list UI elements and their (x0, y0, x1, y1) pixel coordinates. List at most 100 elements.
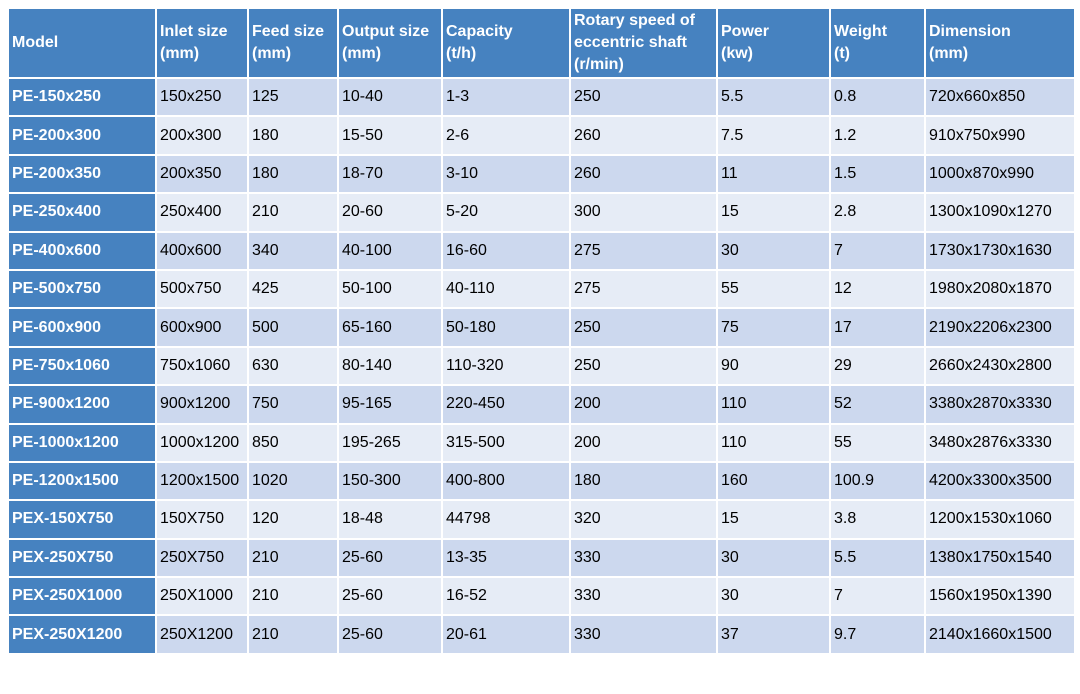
data-cell: 16-52 (441, 576, 571, 617)
model-cell: PE-600x900 (7, 307, 157, 348)
data-cell: 150-300 (337, 460, 443, 502)
header-cell: Inlet size (mm) (155, 7, 249, 79)
data-cell: 15 (716, 192, 831, 233)
table-row: PE-900x1200 900x1200 750 95-165 220-450 200 11… (7, 384, 1076, 425)
data-cell: 5-20 (441, 192, 571, 233)
model-cell: PE-1000x1200 (7, 422, 157, 463)
data-cell: 20-60 (337, 192, 443, 233)
model-cell: PE-150x250 (7, 76, 157, 118)
model-cell: PE-200x300 (7, 115, 157, 156)
data-cell: 1000x870x990 (924, 153, 1076, 195)
header-text: (mm) (342, 45, 382, 62)
spec-table: Model Inlet size (mm) Feed size (mm) Output s… (7, 7, 1076, 655)
data-cell: 275 (569, 268, 718, 310)
model-cell: PE-500x750 (7, 268, 157, 310)
data-cell: 150x250 (155, 76, 249, 118)
data-cell: 110 (716, 422, 831, 463)
data-cell: 180 (247, 115, 339, 156)
header-text: eccentric shaft (574, 34, 687, 51)
header-cell: Power (kw) (716, 7, 831, 79)
data-cell: 2660x2430x2800 (924, 345, 1076, 387)
data-cell: 25-60 (337, 576, 443, 617)
data-cell: 1380x1750x1540 (924, 537, 1076, 579)
data-cell: 3.8 (829, 499, 926, 540)
data-cell: 12 (829, 268, 926, 310)
table-row: PE-750x1060 750x1060 630 80-140 110-320 250 90… (7, 345, 1076, 387)
data-cell: 200 (569, 384, 718, 425)
data-cell: 250X1000 (155, 576, 249, 617)
data-cell: 95-165 (337, 384, 443, 425)
data-cell: 18-48 (337, 499, 443, 540)
data-cell: 330 (569, 537, 718, 579)
data-cell: 195-265 (337, 422, 443, 463)
data-cell: 1560x1950x1390 (924, 576, 1076, 617)
data-cell: 200x350 (155, 153, 249, 195)
data-cell: 50-100 (337, 268, 443, 310)
header-text: Feed size (252, 23, 325, 40)
data-cell: 44798 (441, 499, 571, 540)
data-cell: 5.5 (716, 76, 831, 118)
data-cell: 3380x2870x3330 (924, 384, 1076, 425)
data-cell: 210 (247, 537, 339, 579)
data-cell: 400-800 (441, 460, 571, 502)
data-cell: 340 (247, 230, 339, 271)
data-cell: 20-61 (441, 614, 571, 655)
model-cell: PEX-250X1200 (7, 614, 157, 655)
data-cell: 250 (569, 307, 718, 348)
header-text: (mm) (160, 45, 200, 62)
header-text: Dimension (929, 23, 1011, 40)
table-body: PE-150x250 150x250 125 10-40 1-3 250 5.5 0.8 720… (7, 76, 1076, 655)
data-cell: 320 (569, 499, 718, 540)
data-cell: 425 (247, 268, 339, 310)
header-text: (r/min) (574, 56, 624, 73)
data-cell: 2190x2206x2300 (924, 307, 1076, 348)
model-cell: PE-400x600 (7, 230, 157, 271)
data-cell: 900x1200 (155, 384, 249, 425)
data-cell: 275 (569, 230, 718, 271)
model-cell: PE-900x1200 (7, 384, 157, 425)
data-cell: 25-60 (337, 614, 443, 655)
data-cell: 250X1200 (155, 614, 249, 655)
data-cell: 210 (247, 614, 339, 655)
data-cell: 40-110 (441, 268, 571, 310)
data-cell: 330 (569, 614, 718, 655)
model-cell: PEX-250X750 (7, 537, 157, 579)
data-cell: 750 (247, 384, 339, 425)
data-cell: 110-320 (441, 345, 571, 387)
data-cell: 210 (247, 192, 339, 233)
table-row: PE-500x750 500x750 425 50-100 40-110 275 55 12 1… (7, 268, 1076, 310)
header-text: Rotary speed of (574, 12, 695, 29)
data-cell: 11 (716, 153, 831, 195)
data-cell: 1300x1090x1270 (924, 192, 1076, 233)
table-row: PE-1200x1500 1200x1500 1020 150-300 400-800 1… (7, 460, 1076, 502)
data-cell: 40-100 (337, 230, 443, 271)
data-cell: 180 (569, 460, 718, 502)
data-cell: 330 (569, 576, 718, 617)
data-cell: 1.5 (829, 153, 926, 195)
data-cell: 7 (829, 230, 926, 271)
data-cell: 1.2 (829, 115, 926, 156)
header-cell: Weight (t) (829, 7, 926, 79)
data-cell: 120 (247, 499, 339, 540)
data-cell: 160 (716, 460, 831, 502)
header-text: Output size (342, 23, 430, 40)
data-cell: 13-35 (441, 537, 571, 579)
data-cell: 1200x1530x1060 (924, 499, 1076, 540)
data-cell: 260 (569, 115, 718, 156)
data-cell: 80-140 (337, 345, 443, 387)
data-cell: 1-3 (441, 76, 571, 118)
data-cell: 7 (829, 576, 926, 617)
data-cell: 910x750x990 (924, 115, 1076, 156)
table-row: PEX-250X1000 250X1000 210 25-60 16-52 330 30 7 1… (7, 576, 1076, 617)
data-cell: 1000x1200 (155, 422, 249, 463)
data-cell: 2140x1660x1500 (924, 614, 1076, 655)
model-cell: PE-200x350 (7, 153, 157, 195)
data-cell: 25-60 (337, 537, 443, 579)
data-cell: 1020 (247, 460, 339, 502)
data-cell: 37 (716, 614, 831, 655)
data-cell: 200x300 (155, 115, 249, 156)
data-cell: 75 (716, 307, 831, 348)
table-row: PE-1000x1200 1000x1200 850 195-265 315-500 20… (7, 422, 1076, 463)
table-row: PE-600x900 600x900 500 65-160 50-180 250 75 17 2… (7, 307, 1076, 348)
